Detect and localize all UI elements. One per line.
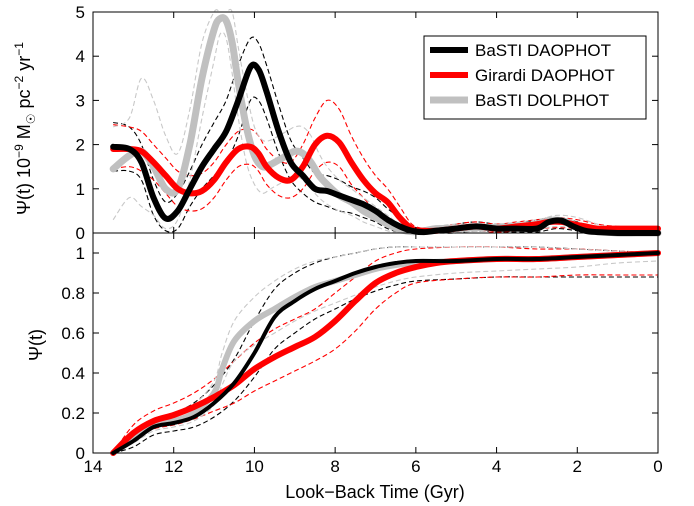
bottom-ytick-label: 0.4 [61, 364, 85, 383]
xtick-label: 4 [492, 457, 501, 476]
xtick-label: 12 [164, 457, 183, 476]
top-ytick-label: 4 [76, 47, 85, 66]
xtick-label: 0 [653, 457, 662, 476]
xlabel: Look−Back Time (Gyr) [285, 482, 465, 502]
bottom-ytick-label: 0 [76, 444, 85, 463]
xtick-label: 14 [84, 457, 103, 476]
top-ytick-label: 3 [76, 91, 85, 110]
bottom-panel: 14 12 10 8 6 4 2 0 0 0.2 0.4 0.6 0.8 1 Ψ(t) Look−Back… [26, 232, 663, 502]
top-ylabel: Ψ(t) 10−9 M☉ pc−2 yr−1 [12, 42, 38, 215]
xtick-label: 2 [573, 457, 582, 476]
top-ytick-label: 1 [76, 180, 85, 199]
top-error-lower-0 [113, 96, 658, 234]
bottom-error-lower-2 [112, 260, 659, 454]
bottom-series-basti-daophot [111, 251, 660, 455]
top-ytick-label: 0 [76, 224, 85, 243]
legend: BaSTI DAOPHOT Girardi DAOPHOT BaSTI DOLPHO… [423, 35, 647, 120]
top-ytick-label: 5 [76, 3, 85, 22]
bottom-error-lower-0 [113, 276, 658, 454]
bottom-error-upper-1 [112, 246, 659, 454]
bottom-ytick-label: 1 [76, 244, 85, 263]
top-error-upper-2 [112, 8, 659, 232]
bottom-axes-box [92, 232, 659, 454]
xtick-label: 6 [411, 457, 420, 476]
bottom-ytick-label: 0.2 [61, 404, 85, 423]
bottom-ytick-label: 0.8 [61, 284, 85, 303]
xtick-label: 8 [330, 457, 339, 476]
bottom-error-lower-1 [112, 274, 658, 454]
bottom-ytick-label: 0.6 [61, 324, 85, 343]
legend-label: BaSTI DOLPHOT [475, 91, 609, 110]
top-series-basti-daophot [110, 61, 661, 237]
xtick-label: 10 [245, 457, 264, 476]
top-ytick-label: 2 [76, 136, 85, 155]
legend-label: BaSTI DAOPHOT [475, 41, 611, 60]
bottom-ylabel: Ψ(t) [26, 329, 46, 361]
legend-label: Girardi DAOPHOT [475, 66, 615, 85]
